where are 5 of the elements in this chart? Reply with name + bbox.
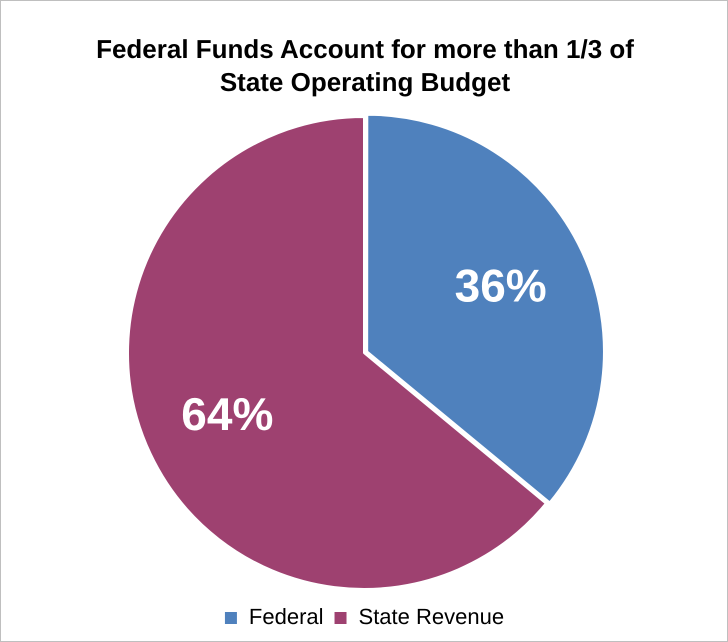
legend-label: State Revenue: [358, 604, 504, 630]
legend-label: Federal: [248, 604, 324, 630]
chart-title: Federal Funds Account for more than 1/3 of State Operating Budget: [95, 33, 635, 99]
data-label: 64%: [181, 388, 274, 440]
data-label: 36%: [454, 259, 547, 312]
